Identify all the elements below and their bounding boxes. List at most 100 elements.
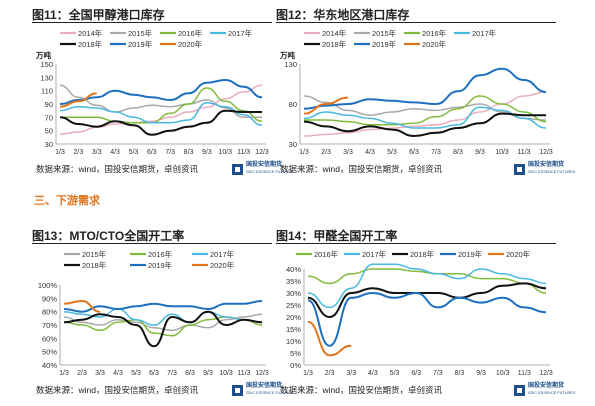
y-tick-label: 110 <box>41 87 53 96</box>
y-tick-label: 80 <box>289 100 297 109</box>
chart-title-2: 图12：华东地区港口库存 <box>276 8 410 22</box>
section-title: 三、下游需求 <box>34 195 100 207</box>
logo-icon <box>232 163 243 175</box>
x-tick-label: 12/3 <box>539 370 553 377</box>
series-line-2015 <box>303 95 547 121</box>
unit-label-c2: 万吨 <box>279 50 295 60</box>
y-tick-label: 50 <box>45 127 53 136</box>
x-tick-label: 5/3 <box>129 149 139 156</box>
series-line-2020 <box>303 96 349 115</box>
x-tick-label: 2/3 <box>77 370 87 377</box>
logo-cn: 国投安信期货 <box>246 162 283 168</box>
x-tick-label: 3/3 <box>346 370 356 377</box>
legend-label-2014: 2014年 <box>78 28 103 38</box>
legend-label-2020: 2020年 <box>178 39 203 49</box>
x-tick-label: 1/3 <box>299 149 309 156</box>
chart-c3: 40% 50% 60% 70% 80% 90% 100% 1/3 2/3 3/3 4/3 5/3 6/3… <box>38 249 269 377</box>
y-tick-label: 90 <box>45 100 53 109</box>
chart-panel-4: 图14：甲醛全国开工率 0% 5% 10% 15% 20% 25% 30% 35% 40% 1/3… <box>276 227 575 405</box>
legend-label-2016: 2016年 <box>314 249 339 259</box>
source-text-3: 数据来源：wind，国投安信期货，卓创资讯 <box>36 385 198 395</box>
x-tick-label: 9/3 <box>202 149 212 156</box>
logo-2: 国投安信期货 SDIC ESSENCE FUTURES <box>514 162 575 176</box>
x-tick-label: 4/3 <box>113 370 123 377</box>
x-tick-label: 8/3 <box>455 370 465 377</box>
chart-c2: 万吨 30 80 130 1/3 2/3 3/3 4/3 5/3 6/3 7/3 8/3 9/3 10/3… <box>279 28 553 156</box>
y-tick-label: 10% <box>286 337 301 346</box>
y-tick-label: 50% <box>42 348 57 357</box>
x-tick-label: 2/3 <box>73 149 83 156</box>
series-line-2018 <box>303 112 546 137</box>
x-tick-label: 8/3 <box>453 149 463 156</box>
x-tick-label: 10/3 <box>219 370 233 377</box>
unit-label-c1: 万吨 <box>35 50 51 60</box>
logo-cn: 国投安信期货 <box>528 383 565 389</box>
series-line-2017 <box>307 263 547 309</box>
series-line-2019 <box>307 292 547 347</box>
x-tick-label: 11/3 <box>237 370 250 377</box>
y-tick-label: 130 <box>284 60 297 69</box>
series-line-2018 <box>63 310 263 348</box>
chart-panel-3: 图13：MTO/CTO全国开工率 40% 50% 60% 70% 80% 90% 100% 1… <box>32 227 293 405</box>
x-tick-label: 5/3 <box>387 149 397 156</box>
chart-panel-2: 图12：华东地区港口库存 万吨 30 80 130 1/3 2/3 3/3 4/3 5/3 6/3… <box>276 6 575 184</box>
legend-label-2017: 2017年 <box>362 249 387 259</box>
y-tick-label: 90% <box>42 294 57 303</box>
x-tick-label: 9/3 <box>476 370 486 377</box>
title-underline-1 <box>32 22 272 23</box>
x-tick-label: 7/3 <box>431 149 441 156</box>
logo-en: SDIC ESSENCE FUTURES <box>246 391 294 395</box>
legend-label-2018: 2018年 <box>410 249 435 259</box>
legend-label-2015: 2015年 <box>128 28 153 38</box>
x-tick-label: 5/3 <box>131 370 141 377</box>
x-tick-label: 9/3 <box>203 370 213 377</box>
x-tick-label: 4/3 <box>365 149 375 156</box>
y-tick-label: 5% <box>290 349 301 358</box>
y-tick-label: 30 <box>289 140 297 149</box>
x-tick-label: 12/3 <box>255 149 269 156</box>
source-text-2: 数据来源：wind，国投安信期货，卓创资讯 <box>280 164 442 174</box>
x-tick-label: 11/3 <box>518 370 531 377</box>
x-tick-label: 5/3 <box>390 370 400 377</box>
series-line-2020 <box>307 320 352 357</box>
x-tick-label: 11/3 <box>237 149 250 156</box>
title-underline-4 <box>276 243 556 244</box>
series-line-2016 <box>307 268 547 294</box>
series-line-2017 <box>63 308 263 326</box>
legend-label-2018: 2018年 <box>322 39 347 49</box>
series-line-2020 <box>63 300 101 313</box>
logo-en: SDIC ESSENCE FUTURES <box>246 170 294 174</box>
logo-1: 国投安信期货 SDIC ESSENCE FUTURES <box>232 162 293 176</box>
legend-label-2015: 2015年 <box>372 28 397 38</box>
y-tick-label: 100% <box>38 281 58 290</box>
x-tick-label: 6/3 <box>411 370 421 377</box>
legend-label-2017: 2017年 <box>228 28 253 38</box>
x-tick-label: 12/3 <box>539 149 553 156</box>
series-line-2020 <box>59 92 97 108</box>
legend-label-2014: 2014年 <box>322 28 347 38</box>
x-tick-label: 4/3 <box>110 149 120 156</box>
series-line-2018 <box>59 109 262 136</box>
logo-cn: 国投安信期货 <box>528 162 565 168</box>
x-tick-label: 3/3 <box>92 149 102 156</box>
chart-c1: 万吨 30 50 70 90 110 130 150 1/3 2/3 3/3 4/3 5/3 6/3 7/3… <box>35 28 269 156</box>
logo-cn: 国投安信期货 <box>246 383 283 389</box>
logo-icon <box>232 384 243 396</box>
x-tick-label: 6/3 <box>147 149 157 156</box>
chart-title-4: 图14：甲醛全国开工率 <box>276 229 398 243</box>
legend-label-2019: 2019年 <box>128 39 153 49</box>
chart-c4: 0% 5% 10% 15% 20% 25% 30% 35% 40% 1/3 2/3 3/3 4/3 5/3… <box>286 249 553 377</box>
x-tick-label: 10/3 <box>496 370 510 377</box>
series-line-2019 <box>303 67 547 110</box>
y-tick-label: 25% <box>286 301 301 310</box>
x-tick-label: 6/3 <box>409 149 419 156</box>
series-line-2016 <box>303 95 547 126</box>
logo-en: SDIC ESSENCE FUTURES <box>528 391 576 395</box>
legend-label-2017: 2017年 <box>472 28 497 38</box>
series-line-2019 <box>63 300 263 313</box>
series-line-2017 <box>59 101 263 127</box>
chart-title-3: 图13：MTO/CTO全国开工率 <box>32 229 185 243</box>
x-tick-label: 8/3 <box>184 149 194 156</box>
logo-3: 国投安信期货 SDIC ESSENCE FUTURES <box>232 383 293 397</box>
logo-4: 国投安信期货 SDIC ESSENCE FUTURES <box>514 383 575 397</box>
